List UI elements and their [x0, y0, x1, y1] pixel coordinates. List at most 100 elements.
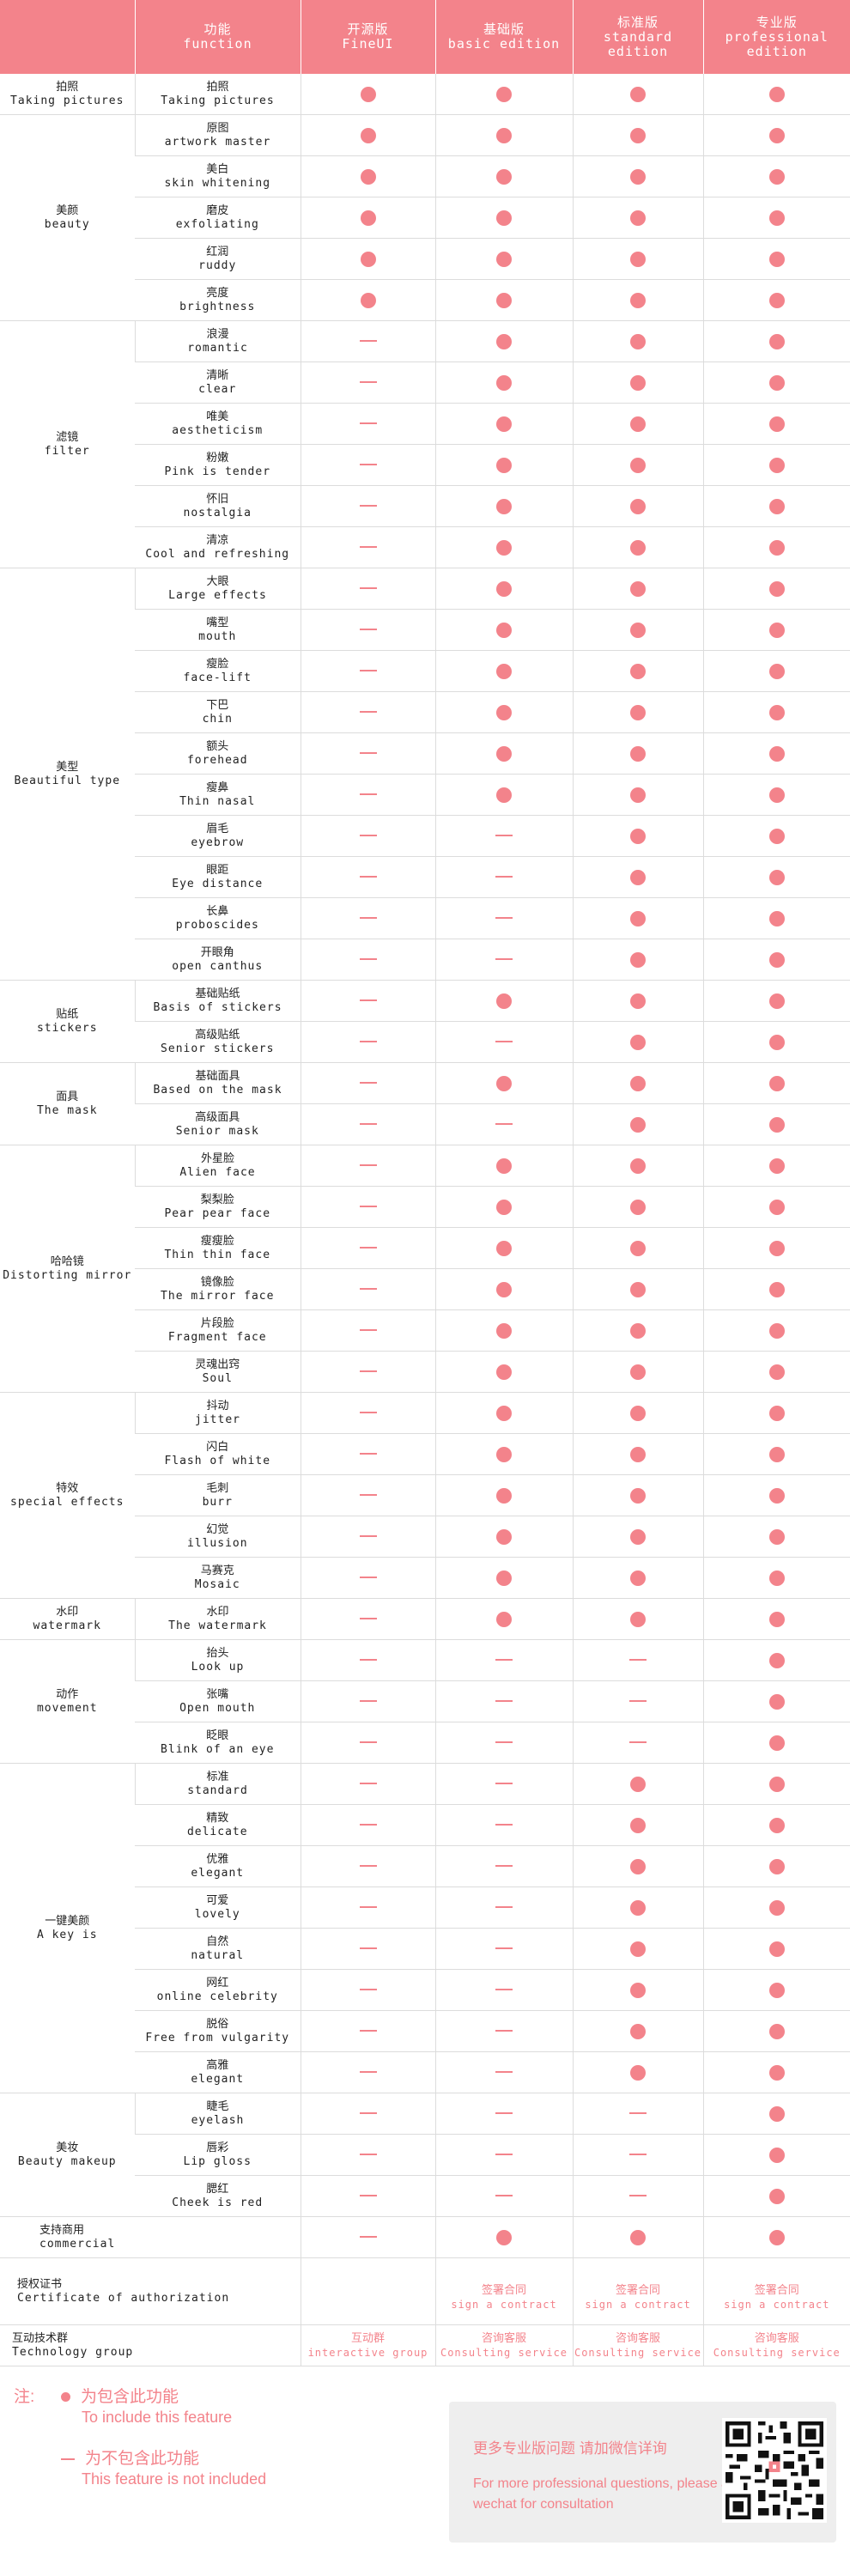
included-dot-icon	[496, 1446, 512, 1462]
included-dot-icon	[630, 210, 646, 226]
availability-cell	[702, 1598, 850, 1640]
included-dot-icon	[496, 1240, 512, 1256]
included-dot-icon	[768, 374, 785, 391]
feature-label-zh: 嘴型	[206, 616, 229, 629]
sign-contract-link[interactable]: 签署合同 sign a contract	[572, 2257, 703, 2325]
availability-cell	[434, 691, 573, 733]
availability-cell	[572, 897, 703, 939]
feature-label-en: Mosaic	[194, 1577, 240, 1591]
wechat-qr-code-icon[interactable]	[722, 2418, 827, 2523]
included-dot-icon	[768, 1157, 785, 1174]
availability-cell	[572, 815, 703, 857]
excluded-dash-icon	[629, 1700, 647, 1702]
function-header-en: function	[183, 36, 252, 52]
sign-contract-link[interactable]: 签署合同 sign a contract	[702, 2257, 850, 2325]
excluded-dash-icon	[495, 2154, 513, 2155]
feature-cell: 张嘴 Open mouth	[135, 1680, 301, 1722]
feature-label-zh: 开眼角	[200, 945, 234, 959]
availability-cell	[300, 2134, 435, 2176]
availability-cell	[702, 1062, 850, 1104]
included-dot-icon	[768, 1116, 785, 1133]
availability-cell	[572, 320, 703, 362]
contact-label-en: Consulting service	[440, 2346, 568, 2359]
included-dot-icon	[360, 251, 376, 267]
table-row: 嘴型 mouth	[0, 609, 850, 651]
included-dot-icon	[630, 745, 646, 762]
included-dot-icon	[496, 127, 512, 143]
category-label-zh: 贴纸	[56, 1007, 79, 1021]
included-dot-icon	[630, 580, 646, 597]
included-dot-icon	[496, 704, 512, 720]
interactive-group-link[interactable]: 互动群 interactive group	[300, 2324, 435, 2366]
included-dot-icon	[496, 457, 512, 473]
availability-cell	[434, 1845, 573, 1887]
feature-cell: 腮红 Cheek is red	[135, 2175, 301, 2217]
table-row: 磨皮 exfoliating	[0, 197, 850, 239]
table-row: 美颜 beauty 原图 artwork master	[0, 114, 850, 321]
availability-cell	[434, 732, 573, 775]
feature-label-zh: 清晰	[206, 368, 229, 382]
category-cell: 滤镜 filter	[0, 320, 135, 568]
availability-cell	[300, 1680, 435, 1722]
excluded-dash-icon	[359, 1700, 377, 1702]
consulting-service-link[interactable]: 咨询客服 Consulting service	[702, 2324, 850, 2366]
consulting-service-link[interactable]: 咨询客服 Consulting service	[434, 2324, 573, 2366]
availability-cell	[300, 1103, 435, 1145]
feature-cell: 精致 delicate	[135, 1804, 301, 1846]
included-dot-icon	[360, 210, 376, 226]
availability-cell	[434, 361, 573, 404]
excluded-dash-icon	[359, 1329, 377, 1331]
category-cell: 授权证书 Certificate of authorization	[0, 2257, 301, 2325]
feature-cell: 额头 forehead	[135, 732, 301, 775]
excluded-dash-icon	[495, 835, 513, 836]
availability-cell	[702, 526, 850, 568]
feature-label-zh: 梨梨脸	[200, 1193, 234, 1206]
sign-contract-link[interactable]: 签署合同 sign a contract	[434, 2257, 573, 2325]
legend-note-label: 注:	[14, 2388, 35, 2406]
included-dot-icon	[768, 2105, 785, 2122]
included-dot-icon	[768, 292, 785, 308]
included-dot-icon	[496, 1281, 512, 1297]
category-label-zh: 美型	[56, 760, 79, 774]
excluded-dash-icon	[629, 1741, 647, 1743]
excluded-dash-icon	[495, 1659, 513, 1661]
included-dot-icon	[768, 416, 785, 432]
table-row: 眨眼 Blink of an eye	[0, 1722, 850, 1764]
excluded-dash-icon	[359, 752, 377, 754]
availability-cell	[572, 155, 703, 197]
legend-excluded-en: This feature is not included	[82, 2470, 267, 2488]
availability-cell	[300, 1845, 435, 1887]
edition-header-en: standard edition	[603, 28, 673, 59]
availability-cell	[300, 650, 435, 692]
consulting-service-link[interactable]: 咨询客服 Consulting service	[572, 2324, 703, 2366]
feature-label-en: The watermark	[168, 1619, 267, 1632]
table-row: 拍照 Taking pictures 拍照 Taking pictures	[0, 74, 850, 115]
category-label-en: movement	[36, 1701, 98, 1715]
availability-cell	[300, 1227, 435, 1269]
availability-cell	[300, 1598, 435, 1640]
table-row: 唇彩 Lip gloss	[0, 2134, 850, 2176]
availability-cell	[702, 1516, 850, 1558]
feature-label-zh: 瘦脸	[206, 657, 229, 671]
excluded-dash-icon	[359, 1123, 377, 1125]
feature-label-en: open canthus	[172, 959, 264, 973]
included-dot-icon	[360, 86, 376, 102]
excluded-dash-icon	[61, 2458, 75, 2460]
excluded-dash-icon	[495, 2195, 513, 2196]
availability-cell	[572, 1062, 703, 1104]
included-dot-icon	[768, 951, 785, 968]
feature-label-zh: 闪白	[206, 1440, 229, 1454]
feature-label-en: eyebrow	[191, 835, 245, 849]
table-row: 可爱 lovely	[0, 1886, 850, 1929]
included-dot-icon	[630, 828, 646, 844]
table-row: 高级面具 Senior mask	[0, 1103, 850, 1145]
included-dot-icon	[496, 374, 512, 391]
availability-cell	[434, 1062, 573, 1104]
availability-cell	[702, 279, 850, 321]
excluded-dash-icon	[495, 1947, 513, 1949]
feature-cell: 脱俗 Free from vulgarity	[135, 2010, 301, 2052]
feature-label-zh: 原图	[206, 121, 229, 135]
availability-cell	[702, 609, 850, 651]
availability-cell	[434, 1763, 573, 1805]
feature-label-en: nostalgia	[183, 506, 252, 519]
